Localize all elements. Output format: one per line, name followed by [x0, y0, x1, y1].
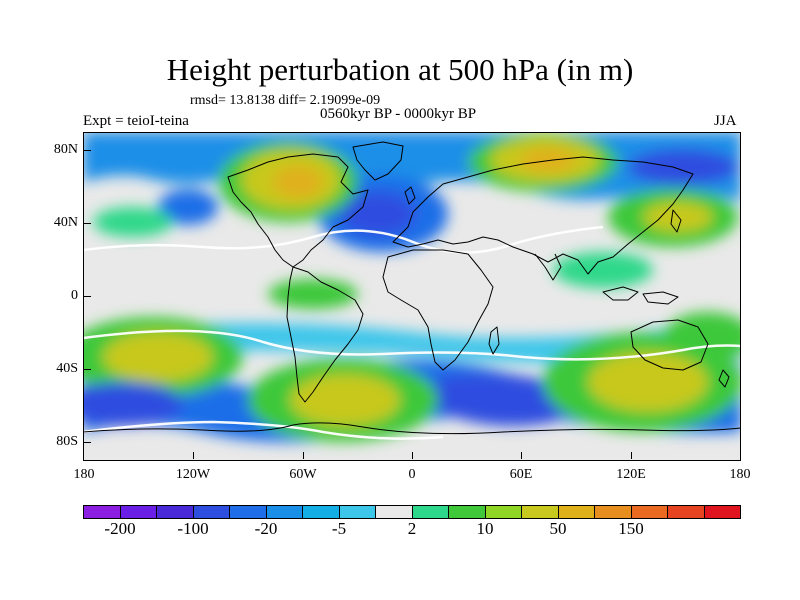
coast-japan — [670, 209, 682, 233]
field-south-atlantic-core — [290, 374, 400, 426]
colorbar-label: -20 — [254, 519, 278, 538]
colorbar-swatch — [449, 506, 486, 518]
colorbar-swatch — [303, 506, 340, 518]
lon-tick — [193, 452, 194, 459]
coast-india — [534, 253, 562, 281]
coast-south-america — [286, 266, 364, 403]
field-south-deep-blue — [430, 373, 576, 426]
lat-label-80n: 80N — [53, 142, 78, 157]
colorbar-label: -5 — [331, 519, 347, 538]
lon-label-60e: 60E — [509, 467, 533, 482]
lon-tick — [631, 452, 632, 459]
colorbar-label: 10 — [476, 519, 494, 538]
colorbar-swatch — [376, 506, 413, 518]
colorbar-swatch — [266, 506, 303, 518]
map-title: Height perturbation at 500 hPa (in m) — [166, 52, 634, 87]
colorbar-swatch — [704, 506, 740, 518]
zero-contour-south-lower — [83, 420, 444, 440]
field-indochina-positive — [553, 252, 653, 288]
lat-tick — [84, 296, 91, 297]
colorbar-swatch — [230, 506, 267, 518]
field-siberia-peak — [520, 148, 576, 172]
colorbar-swatch — [668, 506, 705, 518]
colorbar-swatch — [485, 506, 522, 518]
coast-madagascar — [488, 326, 500, 355]
colorbar-swatch — [157, 506, 194, 518]
colorbar-swatch — [631, 506, 668, 518]
lon-tick — [303, 452, 304, 459]
colorbar-label: 50 — [549, 519, 567, 538]
lat-label-0: 0 — [71, 288, 78, 303]
coast-uk — [404, 186, 416, 205]
field-north-pacific-negative — [158, 189, 218, 225]
colorbar-label: -100 — [177, 519, 209, 538]
season-label: JJA — [714, 113, 737, 129]
lon-label-120w: 120W — [175, 467, 211, 482]
lat-label-40s: 40S — [56, 361, 78, 376]
height-perturbation-map — [83, 132, 741, 461]
lon-tick — [412, 452, 413, 459]
field-tropical-atlantic-positive — [268, 279, 358, 309]
coast-north-america — [227, 153, 369, 268]
lat-tick — [84, 150, 91, 151]
colorbar-label: 2 — [407, 519, 417, 538]
lon-label-180e: 180 — [729, 467, 751, 482]
coast-greenland — [352, 141, 404, 181]
coast-eurasia — [392, 156, 694, 275]
coast-australia — [630, 319, 709, 371]
coast-africa — [382, 249, 494, 371]
lat-label-80s: 80S — [56, 434, 78, 449]
colorbar-swatch — [84, 506, 121, 518]
lat-tick — [84, 369, 91, 370]
field-west-antarctic-negative — [83, 382, 183, 426]
stats-label: rmsd= 13.8138 diff= 2.19099e-09 — [190, 93, 381, 108]
field-north-america-peak — [273, 166, 323, 198]
colorbar-label: 150 — [618, 519, 644, 538]
lon-tick — [521, 452, 522, 459]
colorbar-swatch — [558, 506, 595, 518]
period-label: 0560kyr BP - 0000kyr BP — [320, 106, 477, 122]
lat-label-40n: 40N — [53, 215, 78, 230]
field-mid-pacific-positive — [93, 207, 173, 237]
lon-label-0: 0 — [408, 467, 416, 482]
colorbar — [83, 505, 741, 519]
field-bering-negative — [628, 149, 738, 185]
zero-contour-south — [83, 329, 741, 361]
colorbar-label: -200 — [104, 519, 136, 538]
field-south-pacific-core — [103, 332, 213, 382]
lat-tick — [84, 223, 91, 224]
field-north-atlantic-core — [340, 192, 416, 236]
zero-contour-north — [83, 225, 604, 254]
colorbar-swatch — [522, 506, 559, 518]
coast-antarctica — [83, 422, 741, 435]
lon-label-60w: 60W — [289, 467, 317, 482]
colorbar-swatch — [595, 506, 632, 518]
lon-label-120e: 120E — [616, 467, 646, 482]
coast-new-zealand — [718, 369, 730, 388]
colorbar-swatch — [412, 506, 449, 518]
colorbar-swatch — [339, 506, 376, 518]
lat-tick — [84, 442, 91, 443]
colorbar-swatch — [120, 506, 157, 518]
lon-label-180w: 180 — [73, 467, 95, 482]
experiment-label: Expt = teioI-teina — [83, 113, 189, 129]
coast-maritime-asia — [602, 286, 679, 305]
field-south-indian-core — [588, 352, 708, 412]
colorbar-swatch — [193, 506, 230, 518]
